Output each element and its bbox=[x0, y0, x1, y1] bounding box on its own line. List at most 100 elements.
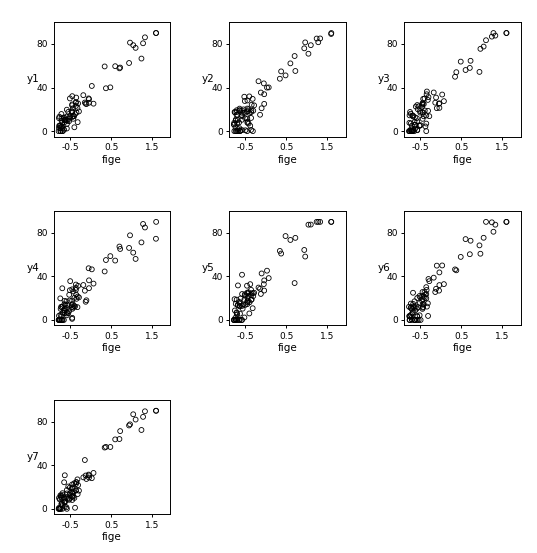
Point bbox=[405, 127, 413, 135]
Point bbox=[418, 99, 427, 108]
Point bbox=[420, 106, 429, 115]
Point bbox=[57, 316, 66, 325]
Point bbox=[300, 44, 309, 53]
Point bbox=[68, 92, 77, 101]
Point bbox=[65, 290, 74, 299]
Point bbox=[234, 124, 242, 133]
Point bbox=[152, 217, 161, 226]
Point bbox=[254, 77, 263, 86]
Point bbox=[230, 108, 239, 117]
Point bbox=[409, 288, 417, 297]
Point bbox=[57, 491, 66, 500]
Point bbox=[245, 92, 253, 101]
Point bbox=[407, 109, 415, 118]
Point bbox=[416, 121, 425, 129]
Point bbox=[68, 484, 76, 493]
Point bbox=[55, 121, 64, 130]
Point bbox=[73, 302, 82, 311]
Point bbox=[416, 107, 424, 116]
Point bbox=[56, 294, 64, 303]
Point bbox=[81, 286, 89, 295]
Point bbox=[61, 502, 69, 511]
Point bbox=[89, 468, 98, 477]
Point bbox=[409, 112, 417, 121]
Point bbox=[416, 108, 425, 117]
Point bbox=[407, 299, 415, 308]
Point bbox=[239, 105, 248, 114]
Point bbox=[62, 489, 71, 498]
Point bbox=[61, 306, 69, 315]
Point bbox=[71, 302, 79, 311]
Point bbox=[75, 486, 83, 495]
Point bbox=[61, 116, 70, 125]
Point bbox=[410, 121, 419, 129]
Point bbox=[116, 427, 125, 436]
Point bbox=[407, 310, 415, 319]
Point bbox=[79, 91, 88, 100]
Point bbox=[59, 127, 67, 135]
Point bbox=[412, 304, 421, 313]
Point bbox=[106, 442, 114, 451]
Point bbox=[235, 104, 244, 113]
Point bbox=[419, 292, 428, 301]
Point bbox=[72, 294, 81, 303]
Point bbox=[415, 122, 424, 131]
Point bbox=[60, 296, 69, 305]
Point bbox=[243, 300, 252, 309]
Point bbox=[126, 38, 134, 47]
Point bbox=[419, 300, 428, 309]
Point bbox=[480, 233, 488, 242]
Point bbox=[141, 33, 149, 42]
Point bbox=[411, 315, 419, 324]
Point bbox=[82, 99, 90, 108]
Point bbox=[422, 111, 431, 120]
Point bbox=[247, 295, 256, 304]
Point bbox=[88, 81, 96, 90]
Point bbox=[248, 304, 257, 312]
Point bbox=[72, 108, 81, 117]
Point bbox=[57, 109, 66, 118]
Point bbox=[56, 305, 65, 314]
Point bbox=[408, 316, 416, 325]
Point bbox=[461, 66, 470, 75]
Point bbox=[264, 83, 273, 92]
Point bbox=[415, 311, 424, 320]
Point bbox=[70, 112, 78, 121]
X-axis label: fige: fige bbox=[453, 343, 473, 353]
Point bbox=[63, 494, 72, 503]
Point bbox=[246, 280, 255, 289]
Point bbox=[244, 291, 253, 300]
Point bbox=[141, 223, 149, 232]
Point bbox=[418, 114, 427, 123]
Point bbox=[56, 127, 65, 135]
Point bbox=[126, 231, 134, 240]
Point bbox=[61, 304, 69, 313]
Point bbox=[307, 41, 315, 50]
Point bbox=[238, 112, 246, 121]
Point bbox=[70, 479, 78, 488]
Point bbox=[243, 289, 252, 298]
Point bbox=[452, 68, 461, 77]
Point bbox=[233, 127, 241, 135]
Point bbox=[482, 217, 490, 226]
Point bbox=[502, 217, 511, 226]
Point bbox=[407, 125, 415, 134]
Point bbox=[74, 281, 82, 290]
Point bbox=[55, 495, 64, 504]
Point bbox=[240, 313, 249, 322]
Point bbox=[236, 126, 245, 135]
Point bbox=[71, 503, 79, 512]
Point bbox=[57, 122, 66, 131]
Point bbox=[55, 112, 64, 121]
X-axis label: fige: fige bbox=[453, 155, 473, 165]
Point bbox=[54, 316, 63, 325]
Point bbox=[82, 474, 91, 483]
Point bbox=[238, 270, 246, 279]
Point bbox=[234, 281, 242, 290]
Point bbox=[250, 288, 258, 297]
Point bbox=[60, 498, 69, 507]
Point bbox=[64, 309, 72, 317]
Point bbox=[231, 115, 240, 124]
Point bbox=[313, 217, 321, 226]
Point bbox=[60, 126, 68, 134]
